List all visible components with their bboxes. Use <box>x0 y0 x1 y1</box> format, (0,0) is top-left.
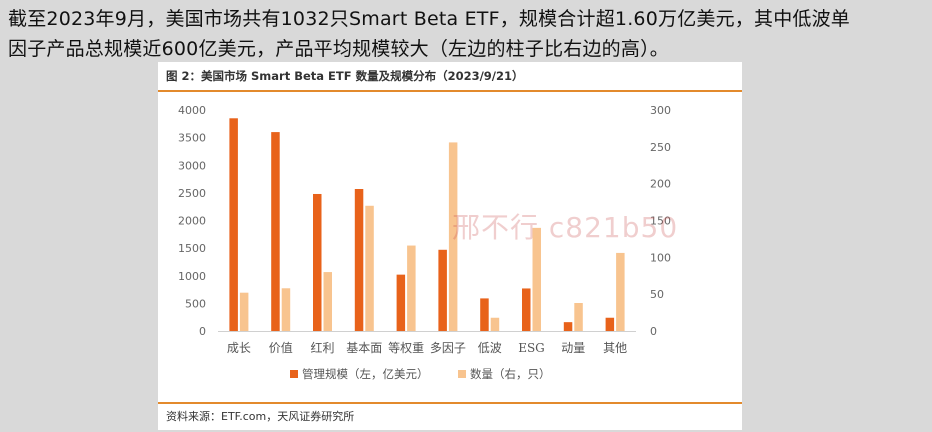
x-tick-label: 等权重 <box>388 341 424 355</box>
bar-count <box>490 317 500 331</box>
x-tick-label: 其他 <box>603 341 627 355</box>
y-right-tick-label: 0 <box>650 325 657 338</box>
bar-count <box>448 142 458 331</box>
y-left-tick-label: 3000 <box>178 159 206 172</box>
figure-source: 资料来源：ETF.com，天风证券研究所 <box>166 410 355 423</box>
bar-count <box>574 303 583 331</box>
y-left-tick-label: 2000 <box>178 215 206 228</box>
y-right-tick-label: 150 <box>650 215 671 228</box>
bar-count <box>281 288 291 331</box>
bar-count <box>239 292 249 331</box>
legend-label-count: 数量（右，只） <box>470 367 551 381</box>
bar-count <box>323 272 332 331</box>
title-rule <box>158 90 742 92</box>
legend-label-scale: 管理规模（左，亿美元） <box>302 367 429 381</box>
bar-chart: 0 500 1000 1500 2000 2500 3000 3500 4000 0 50 100 15… <box>178 104 671 381</box>
bar-scale <box>563 322 573 331</box>
source-rule <box>158 402 742 404</box>
legend-swatch-count <box>458 370 466 378</box>
bar-scale <box>313 193 322 331</box>
bar-scale <box>229 118 238 331</box>
y-right-tick-label: 250 <box>650 141 671 154</box>
legend-swatch-scale <box>290 370 298 378</box>
y-left-tick-label: 500 <box>185 297 206 310</box>
x-tick-label: 价值 <box>269 340 293 355</box>
watermark: 邢不行 c821b50 <box>452 211 679 244</box>
bar-scale <box>480 298 489 331</box>
intro-text: 截至2023年9月，美国市场共有1032只Smart Beta ETF，规模合计… <box>8 4 924 64</box>
bar-scale <box>522 288 531 331</box>
figure-title: 图 2：美国市场 Smart Beta ETF 数量及规模分布（2023/9/2… <box>166 69 524 83</box>
y-left-tick-label: 2500 <box>178 187 206 200</box>
y-right-tick-label: 300 <box>650 104 671 117</box>
bar-count <box>365 205 374 331</box>
bar-scale <box>396 274 406 331</box>
x-tick-label: 动量 <box>561 341 585 355</box>
y-right-tick-label: 200 <box>650 178 671 191</box>
intro-line-2: 因子产品总规模近600亿美元，产品平均规模较大（左边的柱子比右边的高）。 <box>8 38 669 60</box>
x-tick-label: ESG <box>518 341 545 355</box>
y-left-tick-label: 3500 <box>178 132 206 145</box>
y-left-tick-label: 1500 <box>178 242 206 255</box>
x-tick-label: 基本面 <box>346 341 382 355</box>
y-left-tick-label: 0 <box>199 325 206 338</box>
bar-count <box>407 245 416 331</box>
y-left-tick-label: 1000 <box>178 270 206 283</box>
x-tick-label: 成长 <box>227 341 251 355</box>
y-right-tick-label: 100 <box>650 251 671 264</box>
bar-count <box>616 252 625 331</box>
figure-card: 图 2：美国市场 Smart Beta ETF 数量及规模分布（2023/9/2… <box>158 62 742 430</box>
x-tick-label: 低波 <box>478 341 502 355</box>
x-tick-label: 多因子 <box>430 341 466 355</box>
y-right-tick-label: 50 <box>650 288 664 301</box>
bar-scale <box>605 317 615 331</box>
bar-scale <box>438 249 447 331</box>
bar-scale <box>271 132 280 331</box>
bar-count <box>532 227 541 331</box>
x-tick-label: 红利 <box>310 340 334 355</box>
y-left-tick-label: 4000 <box>178 104 206 117</box>
bar-scale <box>354 189 364 331</box>
intro-line-1: 截至2023年9月，美国市场共有1032只Smart Beta ETF，规模合计… <box>8 8 851 30</box>
